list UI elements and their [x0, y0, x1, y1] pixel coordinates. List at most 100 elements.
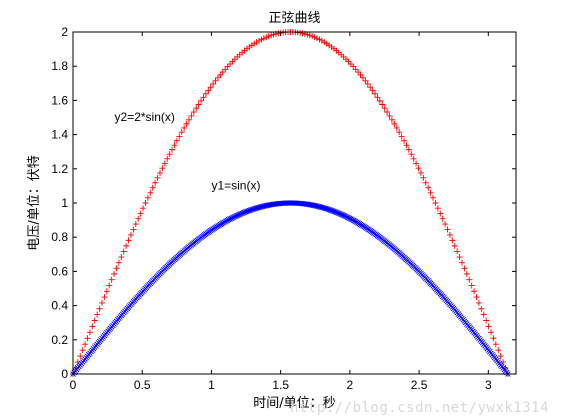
data-point [125, 237, 132, 244]
data-point [154, 174, 161, 181]
data-point [372, 90, 379, 97]
data-point [195, 101, 202, 108]
data-point [159, 165, 166, 172]
watermark: http://blog.csdn.net/ywxk1314 [290, 400, 549, 416]
data-point [132, 221, 139, 228]
data-point [137, 210, 144, 217]
data-point [115, 259, 122, 266]
x-tick-label: 1 [208, 378, 215, 392]
data-point [432, 199, 439, 206]
data-point [127, 231, 134, 238]
data-point [202, 90, 209, 97]
data-point [425, 184, 432, 191]
data-point [118, 254, 125, 261]
data-point [442, 221, 449, 228]
data-point [420, 174, 427, 181]
data-point [444, 226, 451, 233]
data-point [466, 276, 473, 283]
data-point [113, 265, 120, 272]
data-point [98, 299, 105, 306]
data-point [359, 74, 366, 81]
data-point [393, 124, 400, 131]
data-point [454, 248, 461, 255]
data-point [459, 259, 466, 266]
data-point [446, 231, 453, 238]
data-point [427, 189, 434, 196]
data-point [212, 77, 219, 84]
data-point [130, 226, 137, 233]
data-point [94, 311, 101, 318]
data-point [89, 323, 96, 330]
data-point [396, 129, 403, 136]
y-axis-title: 电压/单位：伏特 [27, 155, 42, 250]
data-point [200, 94, 207, 101]
data-point [456, 254, 463, 261]
y-tick-label: 1.6 [51, 93, 68, 107]
y-tick-label: 1.4 [51, 128, 68, 142]
data-point [485, 323, 492, 330]
data-point [96, 305, 103, 312]
data-point [193, 105, 200, 112]
data-point [405, 146, 412, 153]
data-point [403, 142, 410, 149]
data-point [483, 317, 490, 324]
x-tick-label: 2 [347, 378, 354, 392]
x-axis-ticks: 0 0.5 1 1.5 2 2.5 3 [70, 32, 492, 392]
x-tick-label: 3 [485, 378, 492, 392]
data-point [364, 80, 371, 87]
data-point [84, 335, 91, 342]
plot-marks [70, 29, 511, 377]
data-point [437, 210, 444, 217]
data-point [101, 294, 108, 301]
data-point [181, 124, 188, 131]
data-point [495, 347, 502, 354]
data-point [480, 311, 487, 318]
data-point [415, 165, 422, 172]
data-point [173, 137, 180, 144]
y-tick-label: 1.8 [51, 59, 68, 73]
data-point [178, 129, 185, 136]
data-point [156, 169, 163, 176]
y-tick-label: 1.2 [51, 162, 68, 176]
data-point [86, 329, 93, 336]
data-point [198, 97, 205, 104]
data-point [369, 87, 376, 94]
data-point [207, 84, 214, 91]
data-point [461, 265, 468, 272]
data-point [79, 347, 86, 354]
data-point [176, 133, 183, 140]
data-point [401, 137, 408, 144]
series-y2=2*sin(x) [70, 29, 511, 377]
y-tick-label: 0.2 [51, 333, 68, 347]
data-point [169, 146, 176, 153]
data-point [91, 317, 98, 324]
data-point [386, 112, 393, 119]
y-tick-label: 0.6 [51, 264, 68, 278]
data-point [468, 282, 475, 289]
y-tick-label: 0.8 [51, 230, 68, 244]
annotations: y2=2*sin(x) y1=sin(x) [115, 110, 261, 192]
data-point [413, 160, 420, 167]
data-point [185, 116, 192, 123]
data-point [120, 248, 127, 255]
data-point [471, 288, 478, 295]
data-point [362, 77, 369, 84]
annotation-label: y1=sin(x) [211, 178, 260, 192]
data-point [478, 305, 485, 312]
data-point [374, 94, 381, 101]
data-point [142, 200, 149, 206]
x-axis-title: 时间/单位：秒 [253, 396, 335, 411]
x-tick-label: 0 [70, 378, 77, 392]
data-point [388, 116, 395, 123]
data-point [488, 329, 495, 336]
data-point [430, 194, 437, 201]
x-tick-label: 2.5 [411, 378, 428, 392]
data-point [408, 151, 415, 158]
data-point [161, 160, 168, 167]
y-axis-ticks: 0 0.2 0.4 0.6 0.8 1 1.2 1.4 1.6 1.8 2 [51, 25, 516, 381]
data-point [144, 194, 151, 201]
data-point [473, 294, 480, 301]
data-point [492, 341, 499, 348]
data-point [123, 242, 130, 249]
